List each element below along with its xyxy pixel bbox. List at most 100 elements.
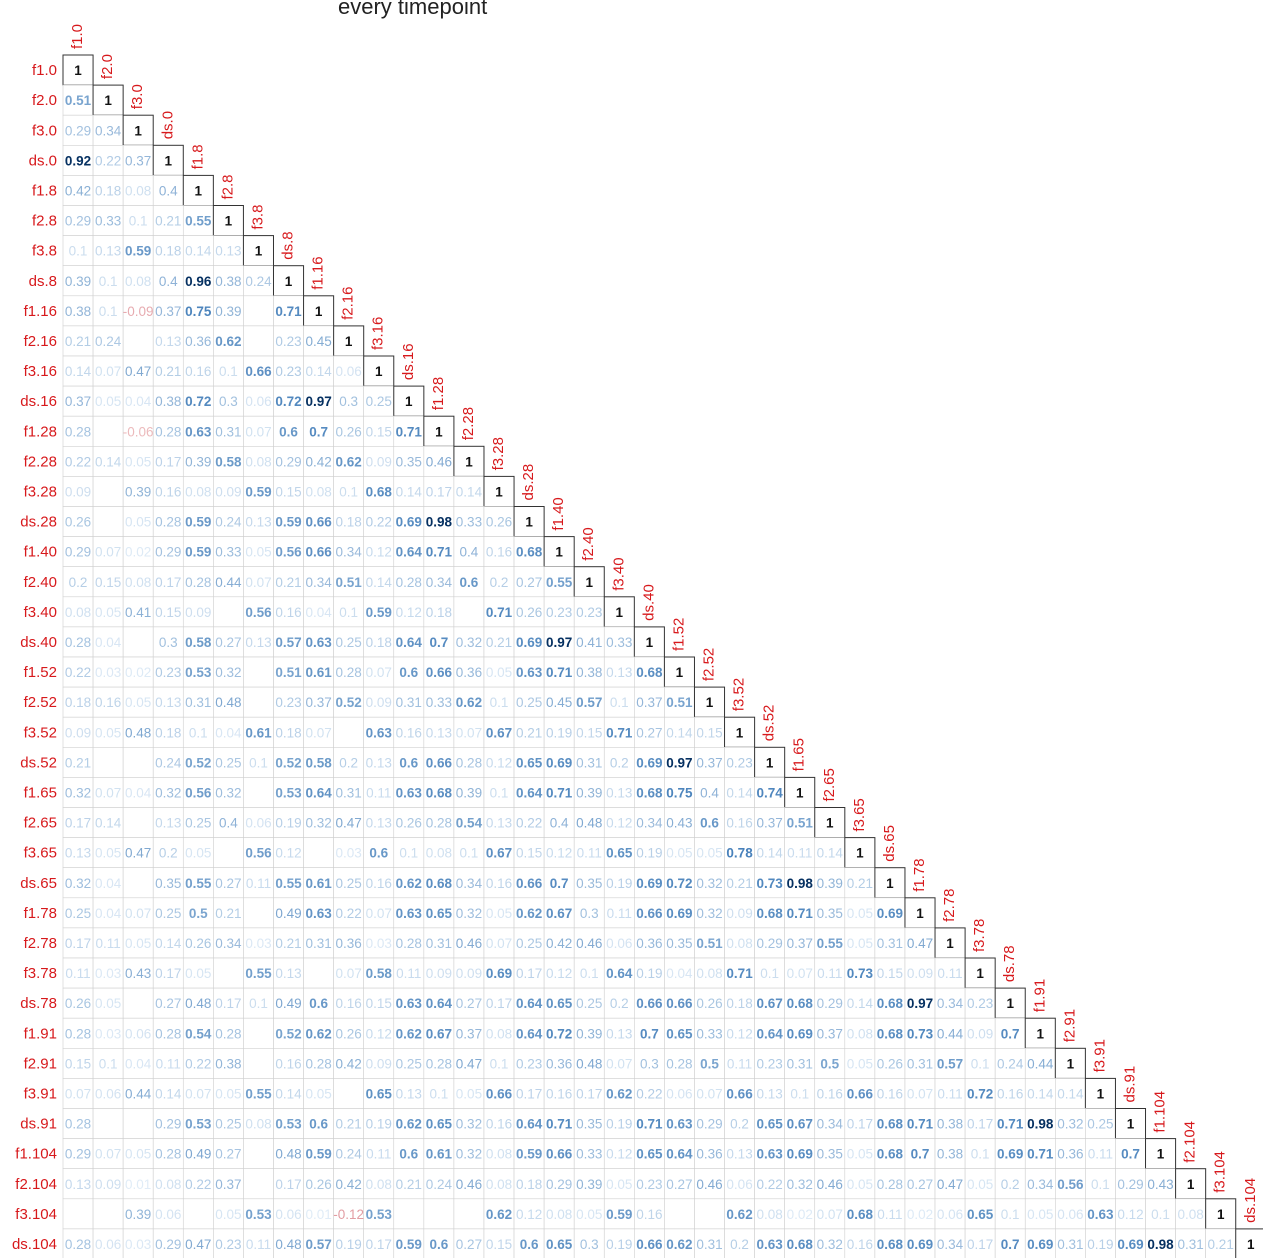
matrix-cell — [243, 957, 274, 989]
matrix-cell — [363, 1078, 395, 1109]
matrix-cell — [573, 1108, 605, 1139]
matrix-cell — [1024, 1108, 1056, 1139]
correlation-value: 0.66 — [516, 876, 543, 891]
correlation-value: 0.21 — [155, 214, 181, 229]
matrix-cell — [363, 686, 395, 718]
matrix-cell — [543, 927, 575, 959]
correlation-value: 0.45 — [546, 695, 572, 710]
correlation-value: 0.29 — [275, 454, 301, 469]
matrix-cell — [92, 445, 124, 477]
correlation-value: 0.53 — [275, 785, 302, 800]
correlation-value: 0.04 — [215, 725, 242, 740]
correlation-value: 0.28 — [305, 1056, 331, 1071]
matrix-cell — [784, 1198, 816, 1230]
diagonal-value: 1 — [375, 364, 383, 379]
matrix-cell — [182, 1078, 214, 1109]
matrix-cell — [453, 476, 485, 507]
correlation-value: 0.55 — [245, 966, 272, 981]
matrix-cell — [423, 1017, 455, 1049]
diagonal-value: 1 — [1067, 1056, 1075, 1071]
correlation-value: 0.08 — [486, 1147, 512, 1162]
correlation-value: 0.63 — [396, 785, 423, 800]
matrix-cell — [483, 1048, 515, 1079]
matrix-cell — [724, 1228, 755, 1258]
matrix-cell — [634, 656, 665, 688]
matrix-cell — [182, 506, 214, 537]
matrix-cell — [213, 1078, 244, 1109]
correlation-value: 0.23 — [546, 605, 572, 620]
matrix-cell — [874, 927, 906, 959]
correlation-value: 0.75 — [666, 785, 693, 800]
correlation-value: 0.06 — [726, 1177, 752, 1192]
correlation-value: 0.07 — [245, 424, 271, 439]
correlation-value: 0.2 — [610, 996, 629, 1011]
matrix-cell — [92, 1228, 124, 1258]
correlation-value: 0.75 — [185, 304, 212, 319]
correlation-value: 0.28 — [155, 1147, 181, 1162]
matrix-cell — [573, 596, 605, 628]
matrix-cell — [393, 957, 425, 989]
matrix-cell — [92, 656, 124, 688]
correlation-value: 0.27 — [215, 1147, 241, 1162]
matrix-cell — [543, 1017, 575, 1049]
correlation-value: 0.35 — [666, 936, 692, 951]
correlation-value: 0.31 — [215, 424, 241, 439]
correlation-value: 0.66 — [726, 1086, 753, 1101]
correlation-value: 0.37 — [817, 1026, 843, 1041]
matrix-cell — [483, 656, 515, 688]
matrix-cell — [122, 927, 154, 959]
correlation-value: 0.34 — [937, 1237, 964, 1252]
correlation-value: 0.51 — [666, 695, 693, 710]
correlation-value: 0.32 — [696, 876, 722, 891]
row-label: ds.91 — [20, 1116, 57, 1133]
correlation-value: 0.18 — [95, 183, 121, 198]
matrix-cell — [543, 807, 575, 838]
row-label: f1.52 — [24, 664, 57, 681]
correlation-value: 0.1 — [790, 1086, 809, 1101]
correlation-value: 0.32 — [215, 785, 241, 800]
diagonal-value: 1 — [736, 725, 744, 740]
correlation-value: 0.08 — [155, 1177, 181, 1192]
correlation-value: 0.1 — [490, 785, 509, 800]
matrix-cell — [213, 506, 244, 537]
matrix-cell — [543, 1078, 575, 1109]
correlation-value: 0.67 — [787, 1117, 813, 1132]
matrix-cell — [1175, 1198, 1206, 1230]
correlation-value: 0.1 — [610, 695, 629, 710]
correlation-value: 0.34 — [456, 876, 483, 891]
matrix-cell — [483, 596, 515, 628]
correlation-value: 0.17 — [155, 575, 181, 590]
correlation-value: 0.4 — [159, 274, 178, 289]
matrix-cell — [634, 746, 665, 778]
matrix-cell — [333, 385, 365, 417]
diagonal-value: 1 — [315, 304, 323, 319]
matrix-cell — [1145, 1168, 1176, 1200]
matrix-cell — [243, 445, 274, 477]
correlation-value: 0.13 — [155, 695, 181, 710]
matrix-cell — [273, 686, 304, 718]
diagonal-cell — [363, 355, 395, 387]
correlation-value: 0.16 — [997, 1086, 1023, 1101]
correlation-value: 0.62 — [305, 1026, 331, 1041]
correlation-value: 0.36 — [1057, 1147, 1083, 1162]
matrix-cell — [92, 325, 124, 357]
correlation-value: 0.05 — [95, 846, 121, 861]
correlation-value: 0.1 — [339, 484, 358, 499]
matrix-cell — [92, 1108, 124, 1139]
matrix-cell — [784, 927, 816, 959]
correlation-value: 0.14 — [185, 244, 212, 259]
row-label: f3.8 — [32, 243, 57, 260]
matrix-cell — [784, 1048, 816, 1079]
correlation-value: 0.06 — [606, 936, 632, 951]
correlation-value: 0.16 — [486, 1117, 512, 1132]
correlation-value: 0.41 — [576, 635, 602, 650]
correlation-value: 0.65 — [606, 846, 633, 861]
correlation-value: 0.15 — [275, 484, 301, 499]
correlation-value: 0.31 — [305, 936, 331, 951]
correlation-value: 0.38 — [215, 1056, 241, 1071]
correlation-value: 0.13 — [245, 515, 271, 530]
matrix-cell — [303, 1108, 334, 1139]
matrix-cell — [694, 987, 725, 1019]
correlation-value: 0.27 — [456, 996, 482, 1011]
matrix-cell — [273, 566, 304, 598]
